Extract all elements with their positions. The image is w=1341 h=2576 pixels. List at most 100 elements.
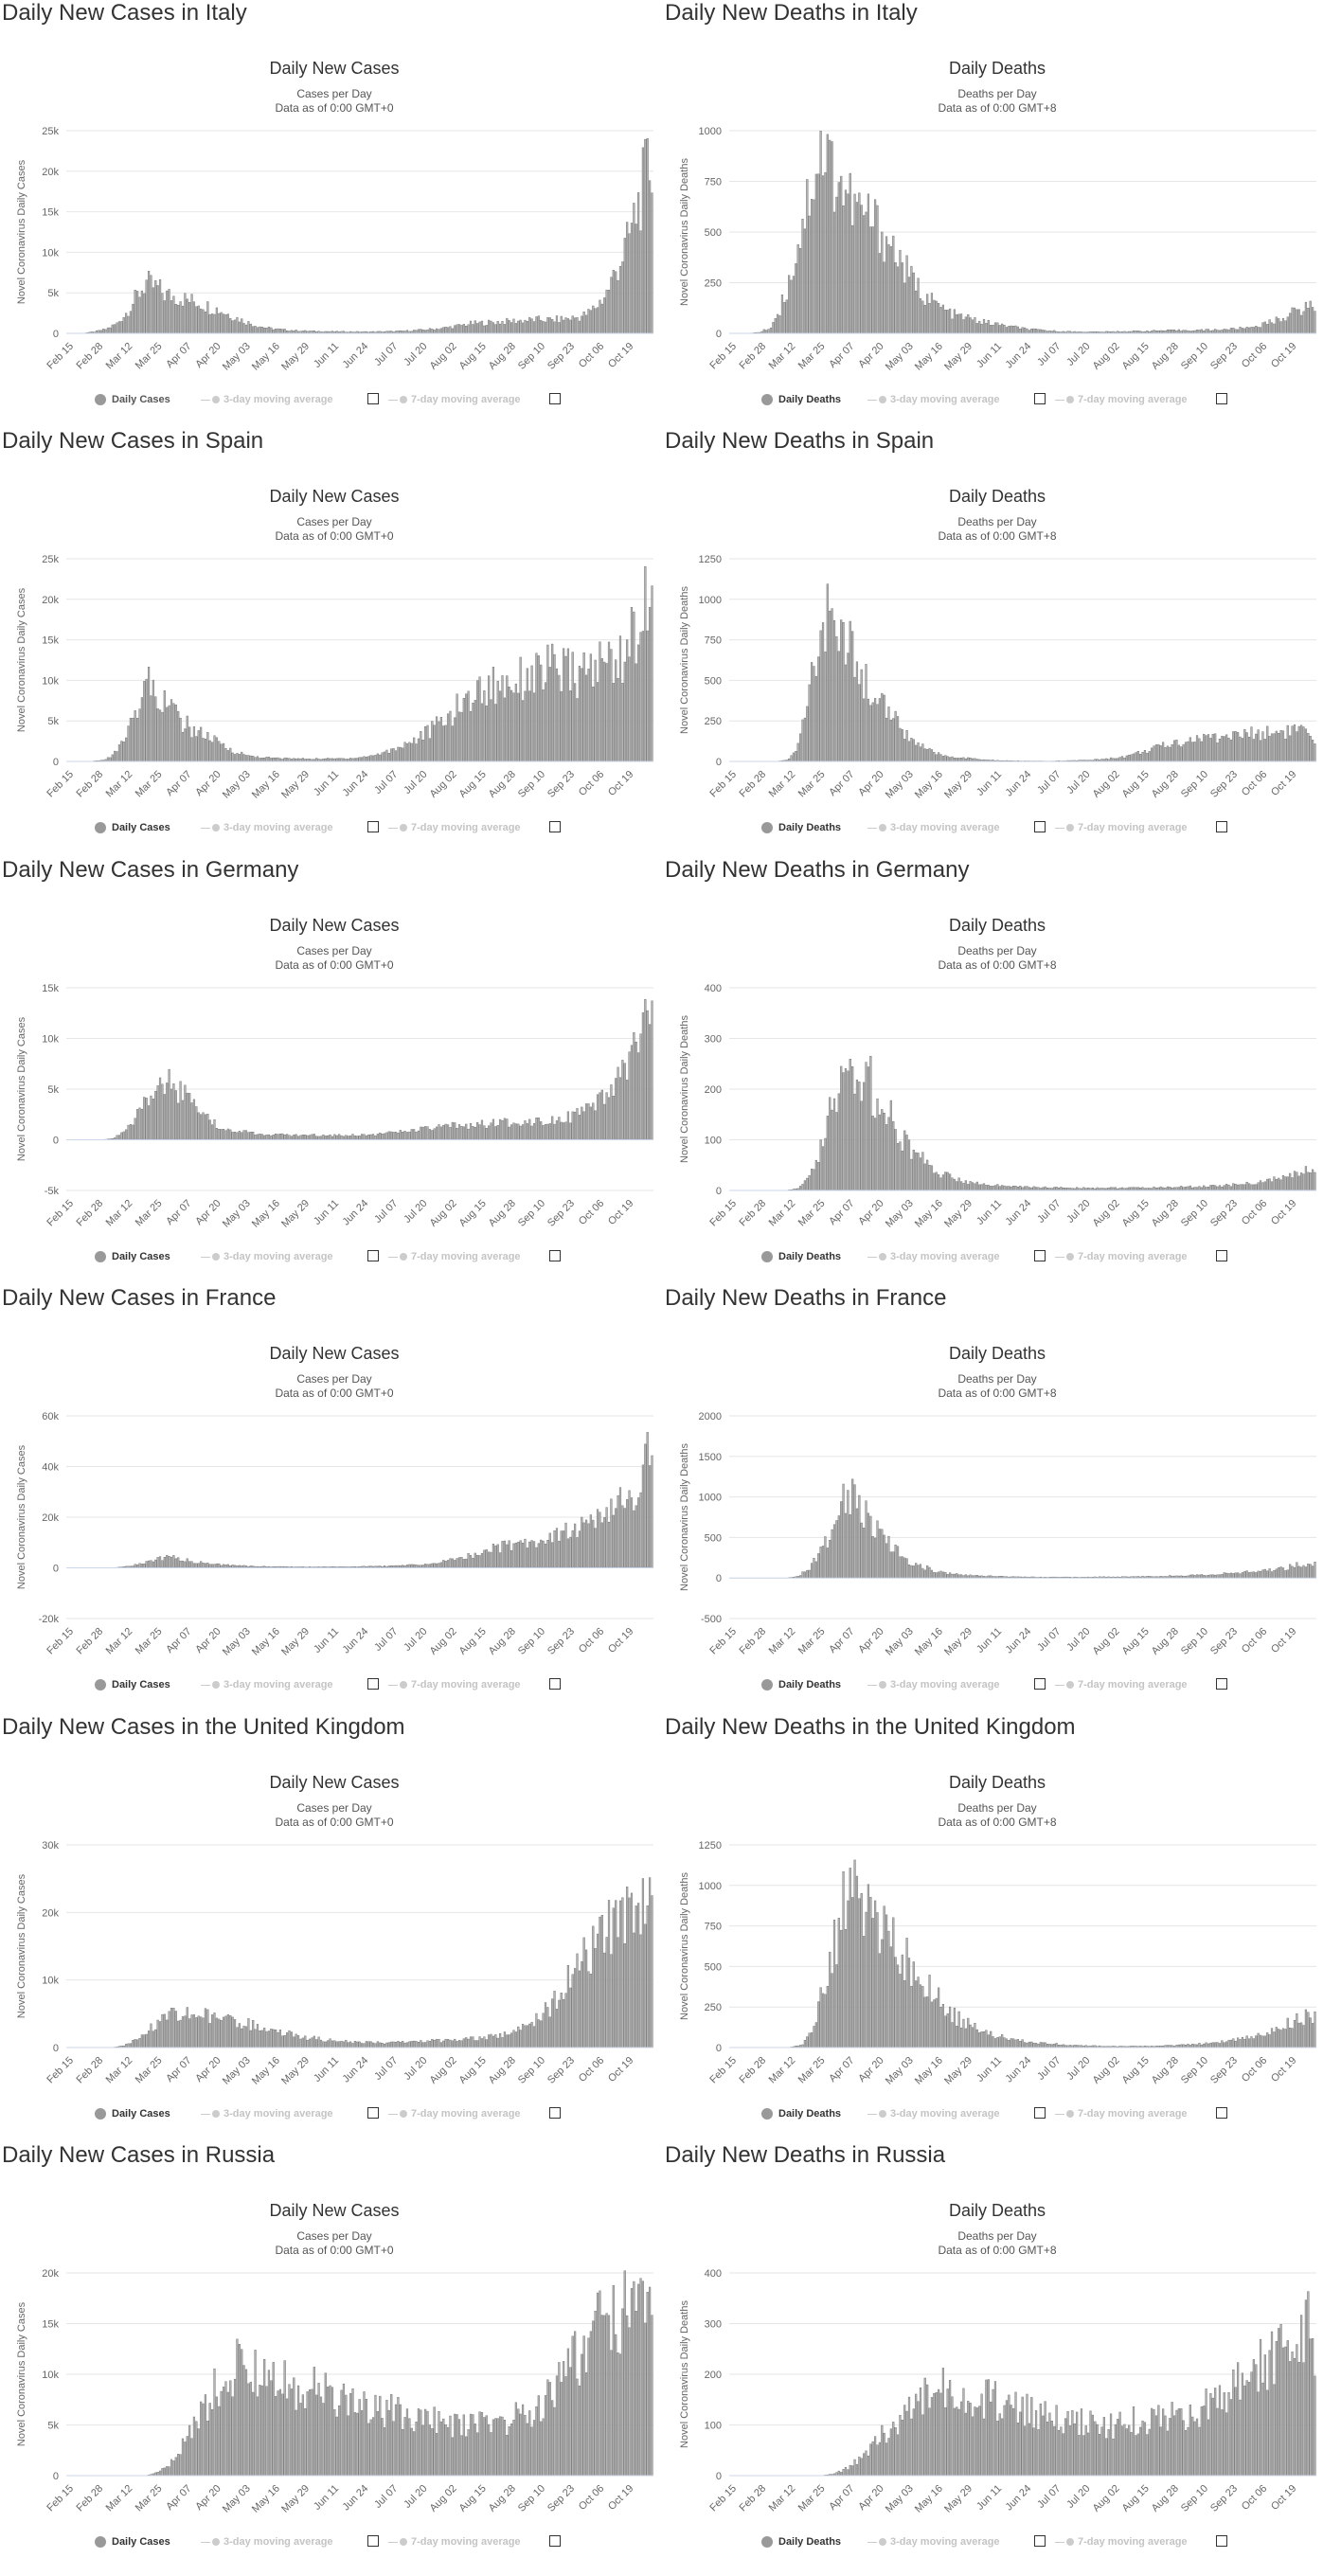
bar[interactable]: [532, 1123, 536, 1140]
bar[interactable]: [503, 2031, 507, 2048]
bar[interactable]: [1255, 1184, 1258, 1191]
bar[interactable]: [424, 1126, 427, 1140]
bar[interactable]: [1304, 301, 1308, 334]
bar[interactable]: [628, 1051, 631, 1140]
bar[interactable]: [571, 1530, 574, 1568]
bar[interactable]: [1259, 2034, 1262, 2048]
bar[interactable]: [1139, 754, 1142, 762]
bar[interactable]: [1296, 2344, 1298, 2477]
bar[interactable]: [1232, 1573, 1235, 1579]
bar[interactable]: [172, 1555, 175, 1568]
bar[interactable]: [644, 1923, 647, 2048]
bar[interactable]: [630, 2288, 634, 2477]
bar[interactable]: [322, 1134, 325, 1140]
bar[interactable]: [938, 752, 940, 762]
bar[interactable]: [483, 2417, 486, 2477]
bar[interactable]: [873, 199, 877, 334]
bar[interactable]: [612, 1907, 615, 2048]
bar[interactable]: [369, 1134, 372, 1140]
bar[interactable]: [1084, 2425, 1087, 2477]
bar[interactable]: [1275, 2027, 1278, 2048]
bar[interactable]: [374, 2043, 377, 2048]
bar[interactable]: [578, 1970, 581, 2048]
bar[interactable]: [474, 320, 476, 334]
bar[interactable]: [206, 301, 209, 334]
bar[interactable]: [272, 2029, 275, 2048]
bar[interactable]: [213, 1564, 216, 1568]
bar[interactable]: [260, 2385, 263, 2477]
bar[interactable]: [492, 2419, 495, 2477]
legend-3day[interactable]: 3-day moving average: [867, 390, 1000, 409]
bar[interactable]: [569, 690, 572, 762]
bar[interactable]: [454, 717, 456, 762]
bar[interactable]: [553, 1530, 556, 1568]
bar[interactable]: [358, 757, 361, 762]
bar[interactable]: [962, 319, 965, 334]
bar[interactable]: [1309, 1172, 1312, 1191]
bar[interactable]: [420, 2409, 422, 2477]
bar[interactable]: [150, 1560, 152, 1568]
bar[interactable]: [1223, 736, 1225, 762]
bar[interactable]: [451, 1558, 454, 1568]
bar[interactable]: [799, 1186, 802, 1191]
bar[interactable]: [858, 684, 861, 762]
bar[interactable]: [806, 1177, 809, 1191]
bar[interactable]: [143, 1564, 146, 1568]
bar[interactable]: [996, 2421, 999, 2477]
bar[interactable]: [288, 2030, 291, 2048]
bar[interactable]: [462, 1559, 465, 1568]
bar[interactable]: [1120, 756, 1124, 762]
bar[interactable]: [623, 1508, 626, 1568]
bar[interactable]: [1216, 1186, 1219, 1191]
bar[interactable]: [821, 1993, 825, 2048]
bar[interactable]: [190, 294, 193, 334]
bar[interactable]: [553, 321, 556, 334]
bar[interactable]: [855, 2463, 859, 2477]
bar[interactable]: [847, 1900, 849, 2048]
bar[interactable]: [1207, 734, 1210, 762]
bar[interactable]: [808, 215, 811, 334]
bar[interactable]: [132, 717, 134, 762]
bar[interactable]: [907, 1139, 911, 1191]
bar[interactable]: [878, 698, 881, 762]
bar[interactable]: [990, 325, 992, 334]
bar[interactable]: [277, 1134, 279, 1140]
bar[interactable]: [1098, 2434, 1101, 2477]
bar[interactable]: [987, 1185, 990, 1191]
bar[interactable]: [1216, 1574, 1219, 1579]
bar[interactable]: [949, 2380, 952, 2477]
bar[interactable]: [592, 1102, 595, 1140]
bar[interactable]: [785, 299, 788, 334]
bar[interactable]: [356, 1136, 359, 1140]
bar[interactable]: [431, 1563, 434, 1568]
bar[interactable]: [1010, 2405, 1012, 2477]
bar[interactable]: [460, 711, 463, 762]
bar[interactable]: [1205, 2042, 1207, 2048]
bar[interactable]: [421, 739, 424, 762]
bar[interactable]: [1153, 330, 1155, 334]
bar[interactable]: [147, 1560, 151, 1568]
bar[interactable]: [177, 710, 180, 762]
bar[interactable]: [1245, 327, 1248, 334]
bar[interactable]: [953, 309, 956, 334]
bar[interactable]: [290, 1136, 293, 1140]
bar[interactable]: [628, 2327, 631, 2477]
bar[interactable]: [397, 2397, 400, 2477]
bar[interactable]: [1003, 2037, 1006, 2048]
bar[interactable]: [474, 2424, 476, 2477]
bar[interactable]: [494, 324, 497, 334]
bar[interactable]: [535, 1118, 538, 1140]
bar[interactable]: [810, 1563, 814, 1579]
bar[interactable]: [192, 1099, 196, 1140]
bar[interactable]: [1241, 2036, 1243, 2048]
bar[interactable]: [1237, 1572, 1240, 1579]
bar[interactable]: [109, 757, 112, 762]
bar[interactable]: [885, 1543, 888, 1579]
bar[interactable]: [197, 1112, 200, 1140]
bar[interactable]: [1166, 745, 1170, 762]
bar[interactable]: [951, 2022, 954, 2048]
bar[interactable]: [154, 1090, 157, 1140]
bar[interactable]: [147, 271, 151, 334]
bar[interactable]: [106, 327, 110, 334]
bar[interactable]: [210, 742, 214, 762]
